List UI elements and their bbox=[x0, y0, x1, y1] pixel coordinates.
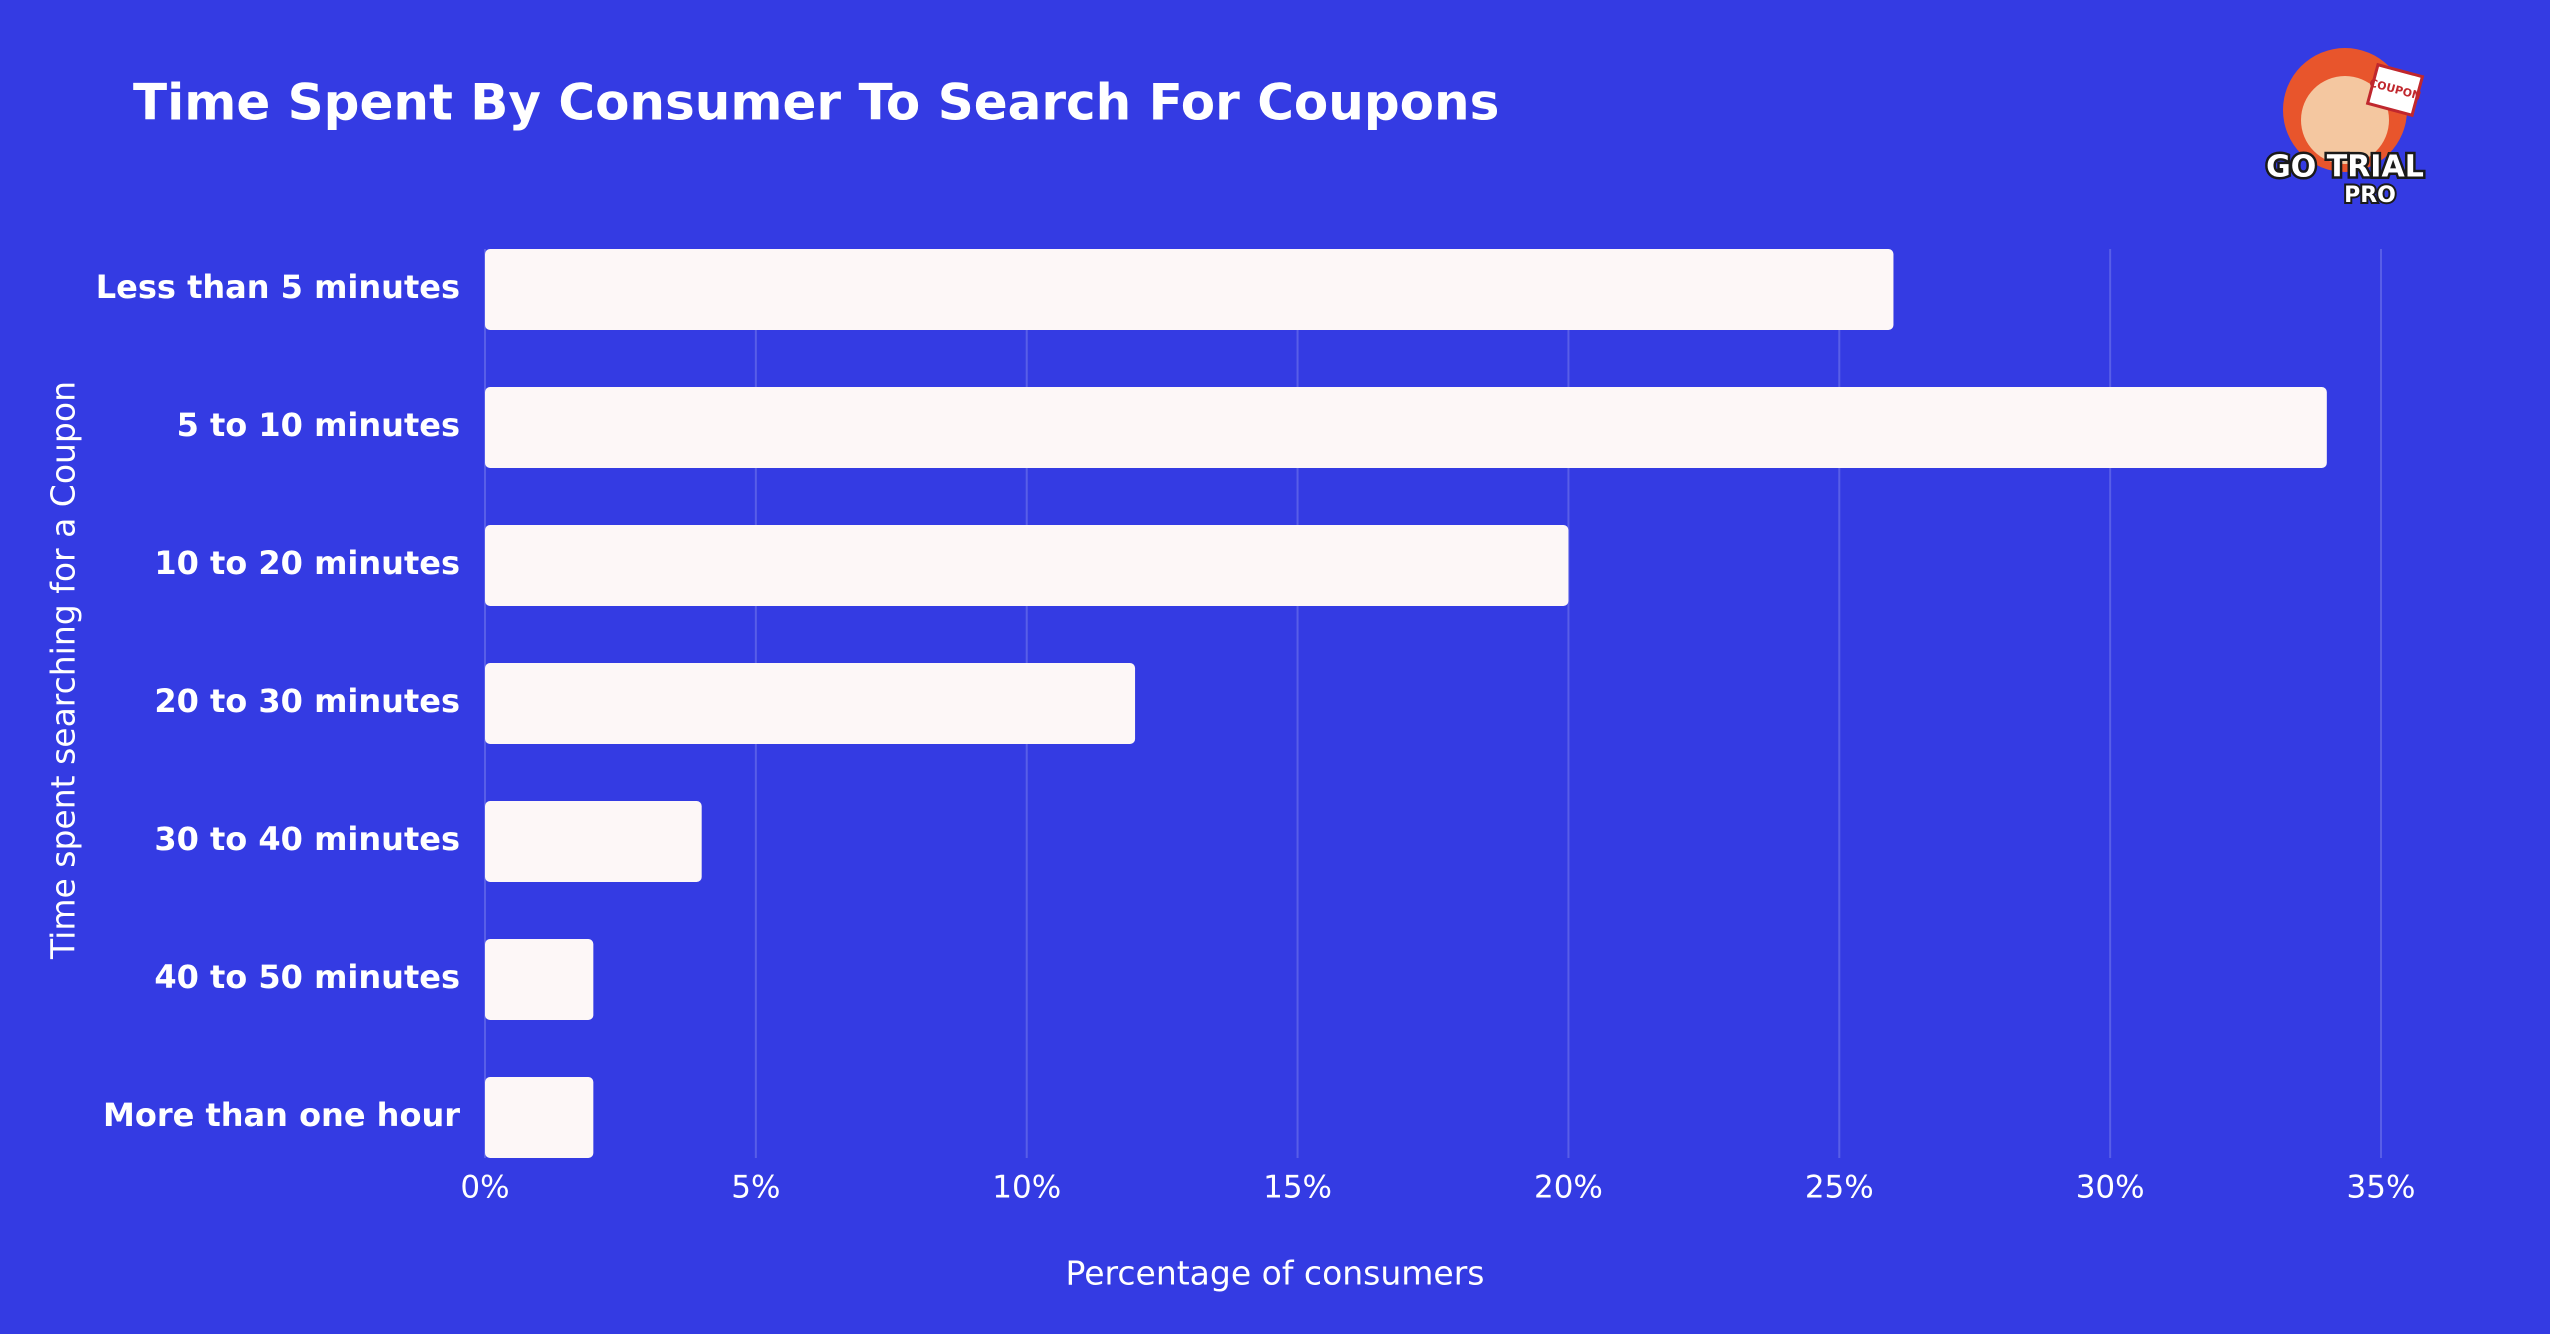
bar bbox=[485, 939, 594, 1020]
bar bbox=[485, 525, 1569, 606]
logo: COUPON GO TRIAL PRO bbox=[2264, 48, 2426, 210]
x-tick-label: 0% bbox=[460, 1170, 509, 1206]
y-tick-label: 10 to 20 minutes bbox=[154, 544, 460, 582]
y-tick-label: 20 to 30 minutes bbox=[154, 682, 460, 720]
y-tick-label: More than one hour bbox=[103, 1096, 460, 1134]
y-tick-label: 5 to 10 minutes bbox=[177, 406, 460, 444]
x-tick-label: 10% bbox=[992, 1170, 1061, 1206]
logo-text: GO TRIAL bbox=[2266, 150, 2424, 185]
bar bbox=[485, 249, 1894, 330]
x-tick-label: 25% bbox=[1805, 1170, 1874, 1206]
logo-badge bbox=[2365, 62, 2425, 118]
bar bbox=[485, 387, 2327, 468]
x-tick-label: 30% bbox=[2076, 1170, 2145, 1206]
y-axis-title: Time spent searching for a Coupon bbox=[44, 381, 83, 960]
chart-title: Time Spent By Consumer To Search For Cou… bbox=[133, 74, 1499, 132]
y-tick-label: 30 to 40 minutes bbox=[154, 820, 460, 858]
bar bbox=[485, 1077, 594, 1158]
x-tick-label: 5% bbox=[731, 1170, 780, 1206]
x-axis-title: Percentage of consumers bbox=[1066, 1254, 1485, 1293]
y-tick-label: 40 to 50 minutes bbox=[154, 958, 460, 996]
x-tick-label: 20% bbox=[1534, 1170, 1603, 1206]
bar bbox=[485, 663, 1136, 744]
bar bbox=[485, 801, 702, 882]
y-tick-label: Less than 5 minutes bbox=[96, 268, 460, 306]
x-tick-label: 35% bbox=[2347, 1170, 2416, 1206]
logo-face bbox=[2301, 76, 2389, 164]
x-tick-label: 15% bbox=[1263, 1170, 1332, 1206]
logo-text: PRO bbox=[2344, 183, 2396, 208]
